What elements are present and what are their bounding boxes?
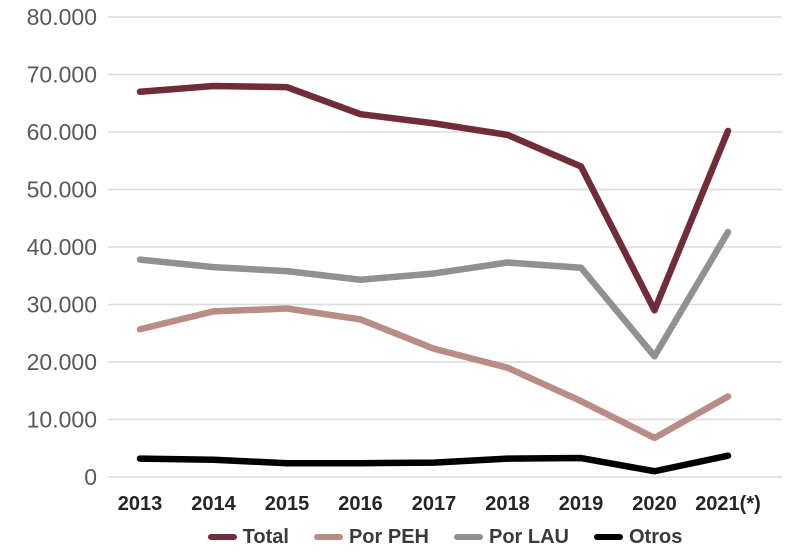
x-tick-label: 2016	[338, 493, 383, 515]
y-tick-label: 10.000	[27, 407, 97, 433]
legend-label: Por LAU	[488, 525, 569, 548]
legend-label: Total	[242, 525, 289, 548]
legend-item-otros: Otros	[593, 525, 683, 549]
legend-label: Otros	[628, 525, 683, 548]
legend-item-por-lau: Por LAU	[453, 525, 569, 549]
legend: Total Por PEH Por LAU Otros	[108, 523, 782, 551]
y-tick-label: 80.000	[27, 4, 97, 30]
x-tick-label: 2018	[485, 493, 530, 515]
y-tick-label: 30.000	[27, 292, 97, 318]
series-line-por-lau	[136, 228, 732, 360]
legend-swatch-por-lau	[453, 534, 483, 540]
x-tick-label: 2014	[191, 493, 236, 515]
legend-swatch-otros	[593, 534, 623, 540]
y-tick-label: 60.000	[27, 119, 97, 145]
legend-item-total: Total	[207, 525, 289, 549]
legend-label: Por PEH	[348, 525, 429, 548]
series-line-total	[136, 82, 732, 314]
y-tick-label: 20.000	[27, 349, 97, 375]
legend-item-por-peh: Por PEH	[313, 525, 429, 549]
legend-swatch-por-peh	[313, 534, 343, 540]
series-line-por-peh	[136, 305, 732, 442]
y-tick-label: 50.000	[27, 177, 97, 203]
x-tick-label: 2015	[265, 493, 310, 515]
series-line-otros	[136, 452, 732, 475]
x-tick-label: 2021(*)	[695, 493, 761, 515]
x-tick-label: 2017	[412, 493, 457, 515]
x-tick-label: 2019	[559, 493, 604, 515]
y-tick-label: 40.000	[27, 234, 97, 260]
y-tick-label: 0	[84, 464, 97, 490]
x-tick-label: 2020	[632, 493, 677, 515]
legend-swatch-total	[207, 534, 237, 540]
x-tick-label: 2013	[118, 493, 163, 515]
y-tick-label: 70.000	[27, 62, 97, 88]
